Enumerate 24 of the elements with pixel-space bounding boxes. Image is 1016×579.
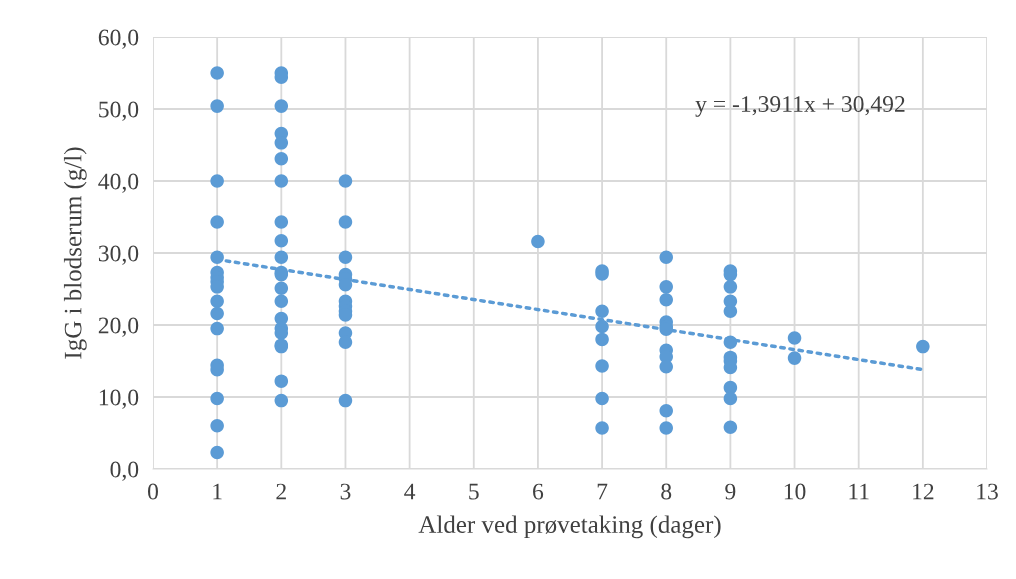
x-tick-label: 8 [661, 483, 672, 500]
y-tick-label: 20,0 [98, 317, 139, 337]
x-tick-label: 3 [340, 483, 351, 500]
x-tick-label: 6 [533, 483, 544, 500]
x-tick-label: 5 [469, 483, 479, 500]
annotation: y = -1,3911x + 30,492 [695, 96, 905, 117]
x-tick-label: 2 [276, 483, 286, 500]
y-tick-label: 0,0 [110, 461, 139, 481]
y-tick-label: 60,0 [98, 29, 139, 49]
x-tick-label: 13 [977, 483, 998, 500]
y-tick-label: 50,0 [99, 101, 139, 121]
x-tick-label: 12 [913, 483, 934, 500]
x-tick-label: 0 [148, 483, 158, 500]
y-tick-label: 40,0 [98, 173, 139, 193]
y-tick-label: 30,0 [98, 245, 139, 265]
x-tick-label: 4 [404, 483, 416, 500]
x-tick-label: 11 [849, 483, 869, 500]
y-tick-label: 10,0 [99, 389, 139, 409]
x-tick-label: 1 [213, 483, 222, 500]
x-tick-label: 10 [784, 483, 806, 500]
x-tick-label: 7 [597, 483, 608, 500]
y-axis-title: IgG i blodserum (g/l) [63, 147, 87, 359]
x-axis-title: Alder ved prøvetaking (dager) [418, 515, 721, 539]
x-tick-label: 9 [725, 483, 736, 500]
